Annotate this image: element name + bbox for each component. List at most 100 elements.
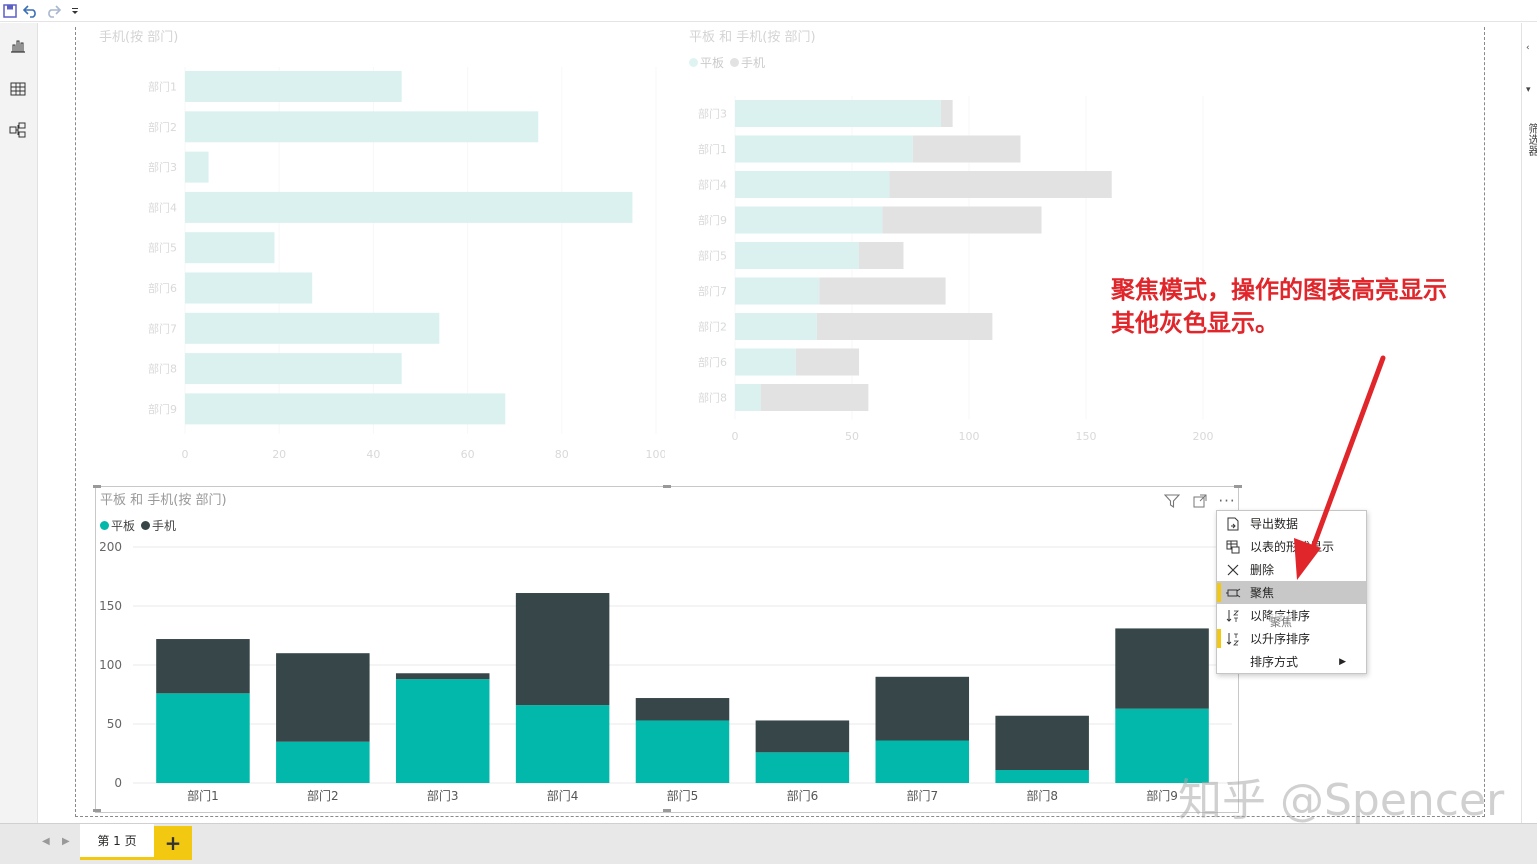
bar-segment bbox=[816, 313, 993, 340]
bar bbox=[185, 71, 402, 102]
legend-dot-icon bbox=[689, 58, 698, 67]
bar-segment bbox=[735, 277, 820, 305]
filters-pane-collapsed[interactable]: ‹ ▾ 筛选器 bbox=[1521, 23, 1537, 823]
x-tick-label: 100 bbox=[646, 448, 666, 461]
next-page-icon[interactable]: ▶ bbox=[62, 836, 70, 847]
chart-legend: 平板 手机 bbox=[689, 54, 765, 71]
column-segment bbox=[276, 653, 370, 742]
filter-icon[interactable] bbox=[1162, 491, 1182, 511]
focus-mode-icon[interactable] bbox=[1190, 491, 1210, 511]
chart-title: 平板 和 手机(按 部门) bbox=[100, 493, 227, 508]
spotlight-icon bbox=[1225, 585, 1241, 601]
column-segment bbox=[156, 693, 250, 783]
page-tab-bar: ◀ ▶ 第 1 页 + bbox=[0, 823, 1537, 864]
bar-segment bbox=[735, 206, 883, 234]
faded-bar-chart-phone[interactable]: 手机(按 部门) 0 20 40 60 80 100 部门1 部门2 部门3 部门4 部门5 部门6 部… bbox=[95, 23, 665, 468]
x-tick-label: 150 bbox=[1076, 430, 1097, 443]
category-label: 部门3 bbox=[698, 107, 727, 121]
category-label: 部门9 bbox=[148, 402, 177, 416]
watermark: 知乎 @Spencer bbox=[1178, 775, 1505, 826]
more-options-icon[interactable]: ··· bbox=[1218, 492, 1236, 510]
resize-handle[interactable] bbox=[663, 485, 671, 488]
resize-handle[interactable] bbox=[1234, 485, 1242, 488]
bar-segment bbox=[859, 242, 904, 269]
category-label: 部门7 bbox=[698, 284, 727, 298]
x-category-label: 部门3 bbox=[427, 788, 459, 803]
data-view-icon[interactable] bbox=[6, 77, 30, 101]
menu-item-label: 以表的形式显示 bbox=[1250, 540, 1335, 554]
hbar-chart-2-svg: 0 50 100 150 200 部门3 部门1 部门4 部门9 部门5 部门7 部门2 部门6 部门8 bbox=[698, 96, 1214, 443]
resize-handle[interactable] bbox=[93, 809, 101, 812]
category-label: 部门6 bbox=[148, 281, 177, 295]
legend-label: 手机 bbox=[741, 56, 766, 70]
view-switcher-rail bbox=[0, 23, 38, 823]
undo-icon[interactable] bbox=[22, 2, 40, 20]
legend-dot-icon bbox=[141, 521, 151, 530]
bar bbox=[185, 232, 275, 264]
menu-item-export-data[interactable]: 导出数据 bbox=[1217, 512, 1366, 535]
x-category-label: 部门2 bbox=[307, 788, 339, 803]
bar-segment bbox=[889, 171, 1112, 198]
chart-legend: 平板 手机 bbox=[100, 517, 176, 534]
page-tab-1[interactable]: 第 1 页 bbox=[80, 824, 154, 860]
bar-segment bbox=[735, 348, 796, 376]
column-segment bbox=[755, 752, 850, 783]
customize-dropdown-icon[interactable] bbox=[66, 2, 84, 20]
page-boundary bbox=[75, 27, 1485, 817]
quick-access-toolbar bbox=[0, 0, 1537, 22]
expand-chevron-icon[interactable]: ‹ bbox=[1526, 43, 1530, 53]
menu-item-delete[interactable]: 删除 bbox=[1217, 558, 1366, 581]
faded-stacked-bar-chart[interactable]: 平板 和 手机(按 部门) 平板 手机 0 50 100 150 200 部门3 部门1 部门… bbox=[685, 23, 1245, 468]
save-icon[interactable] bbox=[1, 2, 19, 20]
menu-item-sort-ascending[interactable]: 以升序排序 bbox=[1217, 627, 1366, 650]
bar bbox=[185, 272, 313, 304]
category-label: 部门2 bbox=[698, 320, 727, 334]
bar-segment bbox=[735, 100, 941, 127]
annotation-line-2: 其他灰色显示。 bbox=[1111, 309, 1279, 337]
bar-segment bbox=[760, 384, 869, 411]
legend-label: 平板 bbox=[111, 519, 136, 533]
legend-dot-icon bbox=[730, 58, 740, 67]
prev-page-icon[interactable]: ◀ bbox=[42, 836, 50, 847]
redo-icon[interactable] bbox=[44, 2, 62, 20]
y-tick-label: 150 bbox=[99, 599, 122, 613]
x-tick-label: 200 bbox=[1193, 430, 1214, 443]
y-tick-label: 200 bbox=[99, 540, 122, 554]
resize-handle[interactable] bbox=[93, 485, 101, 488]
bar-segment bbox=[819, 277, 946, 305]
menu-item-show-as-table[interactable]: 以表的形式显示 bbox=[1217, 535, 1366, 558]
x-category-label: 部门8 bbox=[1026, 788, 1058, 803]
x-tick-label: 60 bbox=[461, 448, 475, 461]
column-chart-svg: 0 50 100 150 200 部门1 部门2 部门3 部门4 部门5 部门6 部门7 部门8 部门9 bbox=[99, 540, 1232, 803]
tooltip: 聚焦 bbox=[1270, 614, 1292, 630]
sort-descending-icon bbox=[1225, 608, 1241, 624]
filters-pane-label: 筛选器 bbox=[1527, 123, 1537, 156]
bar bbox=[185, 191, 633, 223]
bar-segment bbox=[735, 242, 860, 269]
category-label: 部门5 bbox=[698, 249, 727, 263]
category-label: 部门9 bbox=[698, 213, 727, 227]
submenu-arrow-icon: ▶ bbox=[1339, 656, 1346, 667]
bar-segment bbox=[882, 206, 1042, 234]
y-tick-label: 0 bbox=[114, 776, 122, 790]
category-label: 部门8 bbox=[698, 391, 727, 405]
chart-title: 手机(按 部门) bbox=[99, 30, 179, 45]
focused-stacked-column-chart[interactable]: 平板 和 手机(按 部门) 平板 手机 ··· 0 50 100 150 200 部门1 部… bbox=[93, 485, 1242, 813]
relationship-view-icon[interactable] bbox=[6, 118, 30, 142]
delete-icon bbox=[1225, 562, 1241, 578]
x-category-label: 部门5 bbox=[667, 788, 699, 803]
report-view-icon[interactable] bbox=[6, 34, 30, 58]
column-segment bbox=[276, 741, 370, 783]
menu-item-sort-by[interactable]: 排序方式 ▶ bbox=[1217, 650, 1366, 673]
bar bbox=[185, 151, 209, 183]
resize-handle[interactable] bbox=[663, 809, 671, 812]
x-tick-label: 0 bbox=[182, 448, 189, 461]
menu-item-label: 排序方式 bbox=[1250, 655, 1299, 669]
column-segment bbox=[755, 720, 850, 753]
x-tick-label: 40 bbox=[366, 448, 380, 461]
menu-item-spotlight[interactable]: 聚焦 bbox=[1217, 581, 1366, 604]
x-tick-label: 80 bbox=[555, 448, 569, 461]
add-page-button[interactable]: + bbox=[154, 826, 192, 860]
legend-item-tablet: 平板 bbox=[100, 517, 135, 534]
selection-indicator bbox=[1217, 629, 1221, 648]
